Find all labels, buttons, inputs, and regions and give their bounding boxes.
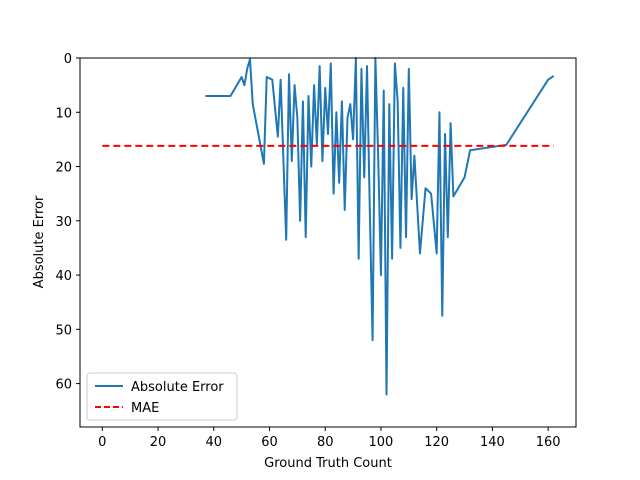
y-tick-label: 30 bbox=[55, 215, 72, 230]
x-tick-label: 20 bbox=[150, 435, 167, 450]
x-tick-label: 160 bbox=[536, 435, 561, 450]
y-tick-label: 40 bbox=[55, 269, 72, 284]
x-tick-label: 60 bbox=[261, 435, 278, 450]
y-tick-label: 60 bbox=[55, 378, 72, 393]
x-tick-label: 100 bbox=[369, 435, 394, 450]
legend-label-mae: MAE bbox=[131, 401, 159, 416]
series-line-absolute-error bbox=[205, 57, 555, 396]
y-tick-label: 10 bbox=[55, 106, 72, 121]
x-tick-label: 80 bbox=[317, 435, 334, 450]
y-axis-ticks: 0 10 20 30 40 50 60 bbox=[55, 52, 80, 393]
plot-lines bbox=[102, 57, 555, 396]
x-tick-label: 140 bbox=[480, 435, 505, 450]
x-tick-label: 0 bbox=[98, 435, 106, 450]
y-axis-label: Absolute Error bbox=[32, 195, 47, 288]
y-tick-label: 20 bbox=[55, 161, 72, 176]
x-axis-ticks: 0 20 40 60 80 100 120 140 160 bbox=[98, 427, 561, 450]
y-tick-label: 0 bbox=[64, 52, 72, 67]
legend-label-absolute-error: Absolute Error bbox=[131, 380, 224, 395]
plot-frame bbox=[79, 57, 577, 428]
legend-box bbox=[86, 372, 238, 421]
x-tick-label: 40 bbox=[205, 435, 222, 450]
x-axis-label: Ground Truth Count bbox=[264, 456, 392, 471]
y-tick-label: 50 bbox=[55, 323, 72, 338]
legend: Absolute Error MAE bbox=[86, 372, 238, 421]
x-tick-label: 120 bbox=[424, 435, 449, 450]
